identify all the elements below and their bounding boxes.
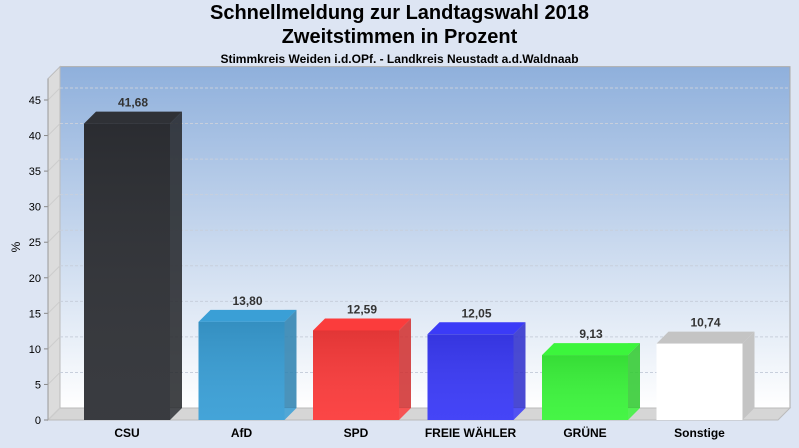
bar-spd: 12,59 SPD	[313, 302, 411, 440]
gridline-side	[47, 336, 61, 350]
x-tick-label: AfD	[231, 426, 253, 440]
data-label: 13,80	[232, 294, 262, 308]
data-label: 12,05	[461, 306, 491, 320]
y-tick-label: 10	[29, 344, 41, 356]
y-tick-label: 15	[29, 308, 41, 320]
bar-top	[198, 309, 297, 322]
gridline-side	[47, 123, 61, 136]
bar-side-shade	[284, 309, 297, 408]
bar-side-shade	[628, 343, 640, 408]
bar-top	[427, 322, 526, 335]
gridline-side	[47, 229, 61, 243]
x-tick-label: Sonstige	[674, 426, 725, 440]
x-tick-label: GRÜNE	[563, 425, 606, 440]
y-tick-label: 40	[29, 131, 41, 143]
data-label: 10,74	[690, 316, 720, 330]
bar-top	[313, 318, 411, 331]
bar-shade	[542, 355, 628, 420]
bar-side-shade	[170, 111, 182, 408]
bar-top	[542, 343, 640, 356]
y-tick-label: 25	[29, 237, 41, 249]
x-tick-label: CSU	[114, 426, 139, 440]
x-tick-label: FREIE WÄHLER	[425, 425, 517, 440]
bar	[656, 343, 743, 420]
bar-side	[742, 331, 755, 420]
bar-csu: 41,68 CSU	[84, 96, 182, 440]
gridline-side	[47, 87, 61, 101]
chart-title: Schnellmeldung zur Landtagswahl 2018	[210, 2, 589, 24]
bar-shade	[427, 334, 514, 420]
bar-side	[284, 309, 297, 420]
y-tick-label: 0	[35, 415, 41, 427]
y-axis-label: %	[9, 241, 23, 252]
chart-subtitle-district: Stimmkreis Weiden i.d.OPf. - Landkreis N…	[220, 52, 579, 66]
gridline-side	[47, 265, 61, 279]
bar-side-shade	[743, 332, 755, 408]
data-label: 9,13	[579, 327, 603, 341]
data-label: 12,59	[347, 302, 377, 316]
bar-freie-wähler: 12,05 FREIE WÄHLER	[425, 306, 526, 440]
side-wall	[47, 65, 61, 422]
gridline-side	[47, 407, 61, 421]
gridline-side	[47, 300, 61, 314]
y-tick-label: 5	[35, 379, 41, 391]
bar-side-shade	[513, 322, 526, 408]
bar-afd: 13,80 AfD	[198, 294, 297, 440]
bar-sonstige: 10,74 Sonstige	[656, 316, 755, 440]
bar-side-shade	[399, 318, 411, 408]
gridline-side	[47, 158, 61, 172]
bar-side	[513, 322, 526, 420]
gridline-side	[47, 194, 61, 208]
y-tick-label: 20	[29, 273, 41, 285]
gridline-side	[47, 372, 61, 385]
y-tick-label: 30	[29, 202, 41, 214]
x-tick-label: SPD	[344, 426, 369, 440]
bar-top	[656, 331, 755, 344]
bar-side	[399, 318, 411, 420]
bar-shade	[198, 321, 285, 420]
chart-subtitle: Zweitstimmen in Prozent	[281, 26, 518, 48]
y-tick-label: 35	[29, 166, 41, 178]
bar-shade	[313, 330, 399, 420]
bar-side	[628, 343, 640, 420]
bar-grüne: 9,13 GRÜNE	[542, 327, 640, 440]
bar-shade	[84, 123, 170, 420]
y-tick-label: 45	[29, 95, 41, 107]
bar-top	[84, 111, 182, 124]
data-label: 41,68	[118, 96, 148, 110]
bar-side	[170, 111, 182, 420]
